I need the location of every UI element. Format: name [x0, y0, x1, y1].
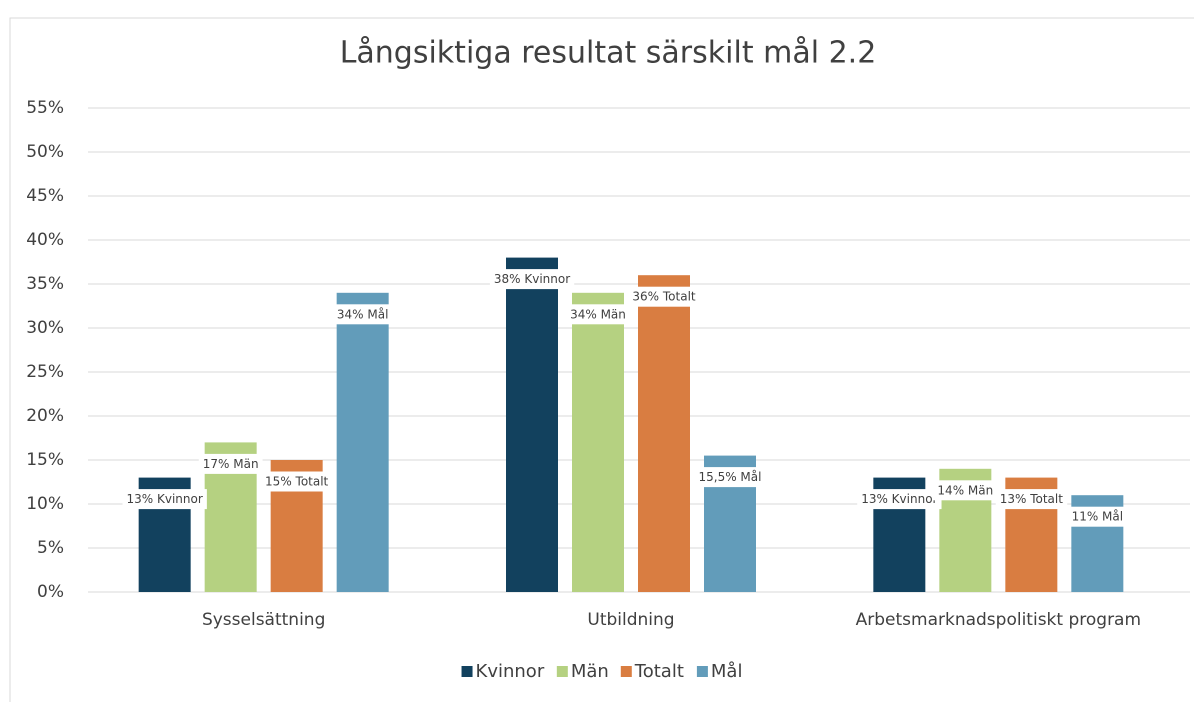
- y-tick-label: 45%: [26, 186, 64, 206]
- y-tick-label: 10%: [26, 494, 64, 514]
- data-label-background: [566, 304, 630, 325]
- data-label: 13% Kvinnor: [861, 492, 937, 506]
- data-label-background: [1067, 506, 1128, 527]
- y-tick-label: 35%: [26, 274, 64, 294]
- data-label: 38% Kvinnor: [494, 272, 570, 286]
- data-label-background: [995, 489, 1068, 510]
- data-label: 13% Kvinnor: [127, 492, 203, 506]
- data-label: 15% Totalt: [265, 475, 329, 489]
- data-label-background: [628, 286, 700, 307]
- x-tick-label: Utbildning: [587, 610, 674, 630]
- y-tick-label: 15%: [26, 450, 64, 470]
- y-tick-label: 25%: [26, 362, 64, 382]
- data-label: 36% Totalt: [632, 290, 696, 304]
- legend-swatch: [620, 666, 632, 677]
- y-tick-label: 50%: [26, 142, 64, 162]
- data-label: 34% Män: [570, 307, 626, 321]
- x-tick-label: Arbetsmarknadspolitiskt program: [856, 610, 1141, 630]
- y-tick-label: 0%: [37, 582, 64, 602]
- legend-swatch: [696, 666, 708, 677]
- chart-title: Långsiktiga resultat särskilt mål 2.2: [340, 36, 877, 71]
- legend-label: Totalt: [634, 661, 684, 682]
- data-label: 15,5% Mål: [699, 470, 762, 484]
- data-label: 11% Mål: [1072, 510, 1124, 524]
- data-label-background: [933, 480, 998, 501]
- legend-label: Mål: [711, 661, 743, 682]
- data-label-background: [198, 453, 263, 474]
- y-tick-label: 40%: [26, 230, 64, 250]
- data-label: 14% Män: [937, 483, 993, 497]
- bar: [336, 292, 389, 592]
- x-tick-label: Sysselsättning: [202, 610, 325, 630]
- data-label-background: [694, 467, 766, 488]
- y-tick-label: 30%: [26, 318, 64, 338]
- data-label: 17% Män: [203, 457, 259, 471]
- legend-swatch: [556, 666, 568, 677]
- y-tick-label: 20%: [26, 406, 64, 426]
- data-label-background: [489, 269, 575, 290]
- data-label-background: [122, 489, 207, 510]
- y-tick-label: 55%: [26, 98, 64, 118]
- legend-swatch: [461, 666, 473, 677]
- legend-label: Kvinnor: [476, 661, 545, 682]
- y-tick-label: 5%: [37, 538, 64, 558]
- data-label-background: [857, 489, 942, 510]
- data-label-background: [332, 304, 393, 325]
- bar: [572, 292, 624, 592]
- bar: [506, 257, 558, 592]
- data-label: 13% Totalt: [1000, 492, 1064, 506]
- data-label-background: [261, 471, 333, 492]
- bar: [638, 275, 690, 592]
- data-label: 34% Mål: [337, 307, 389, 321]
- legend-label: Män: [571, 661, 609, 682]
